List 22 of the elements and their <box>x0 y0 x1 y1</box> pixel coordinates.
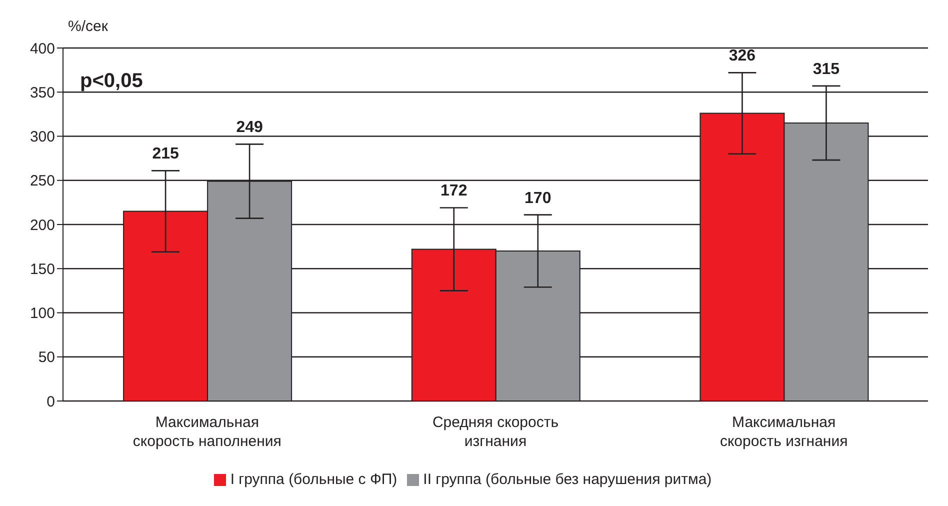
legend-label: I группа (больные с ФП) <box>230 471 398 488</box>
legend-label: II группа (больные без нарушения ритма) <box>423 471 712 488</box>
y-tick-label: 100 <box>30 305 55 322</box>
data-label: 315 <box>812 60 840 78</box>
data-label: 172 <box>440 182 468 200</box>
y-tick-label: 150 <box>30 260 55 278</box>
y-tick-label: 0 <box>46 393 55 410</box>
y-tick-label: 200 <box>30 216 55 234</box>
x-tick-label: Максимальная скорость наполнения <box>132 414 282 450</box>
y-tick-label: 250 <box>30 172 55 190</box>
annotation: p<0,05 <box>80 70 143 93</box>
y-tick-label: 50 <box>38 349 55 366</box>
data-label: 249 <box>236 119 263 136</box>
y-tick-label: 300 <box>30 128 55 146</box>
y-tick-label: 400 <box>30 40 55 58</box>
x-tick-label: Средняя скорость изгнания <box>432 414 559 450</box>
x-tick-label: Максимальная скорость изгнания <box>720 414 848 450</box>
data-label: 326 <box>728 48 756 65</box>
data-label: 215 <box>152 146 179 163</box>
y-tick-label: 350 <box>30 84 55 102</box>
data-label: 170 <box>524 190 552 207</box>
y-axis-title: %/сек <box>68 18 108 35</box>
